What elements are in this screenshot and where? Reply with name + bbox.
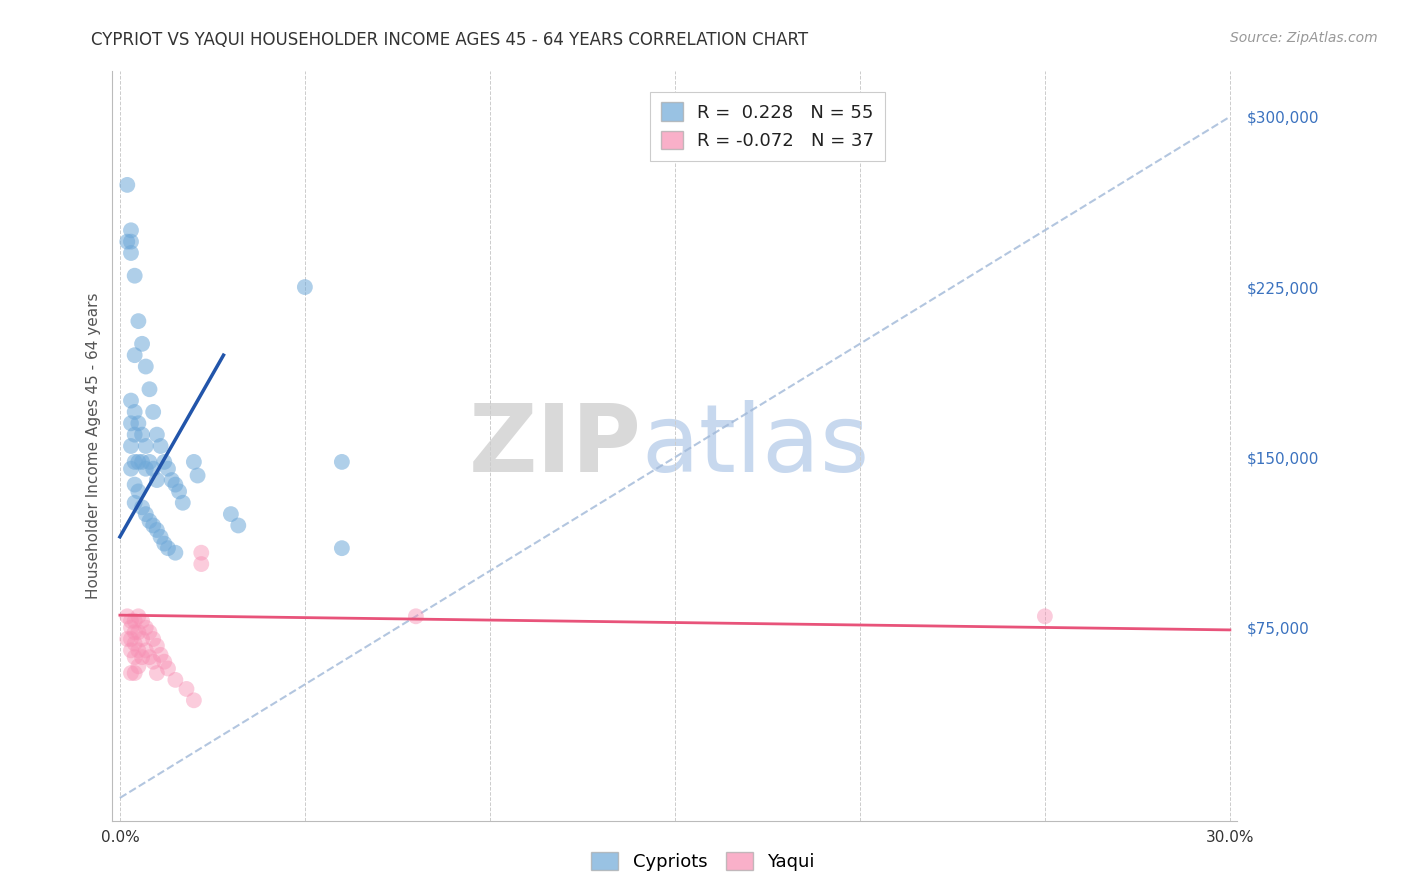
Point bbox=[146, 473, 169, 487]
Point bbox=[124, 455, 146, 469]
Point bbox=[131, 455, 153, 469]
Point bbox=[142, 405, 165, 419]
Point bbox=[120, 246, 142, 260]
Point bbox=[330, 541, 353, 556]
Point bbox=[146, 427, 169, 442]
Point bbox=[120, 614, 142, 628]
Point bbox=[135, 507, 157, 521]
Legend: Cypriots, Yaqui: Cypriots, Yaqui bbox=[583, 845, 823, 879]
Point bbox=[124, 268, 146, 283]
Text: Source: ZipAtlas.com: Source: ZipAtlas.com bbox=[1230, 31, 1378, 45]
Point bbox=[127, 609, 149, 624]
Point bbox=[160, 473, 183, 487]
Point bbox=[156, 461, 179, 475]
Point bbox=[117, 178, 139, 192]
Point bbox=[176, 681, 198, 696]
Point bbox=[120, 223, 142, 237]
Point bbox=[120, 461, 142, 475]
Point bbox=[120, 632, 142, 646]
Point bbox=[156, 541, 179, 556]
Point bbox=[120, 621, 142, 635]
Point bbox=[153, 536, 176, 550]
Point bbox=[117, 632, 139, 646]
Point bbox=[165, 673, 187, 687]
Text: CYPRIOT VS YAQUI HOUSEHOLDER INCOME AGES 45 - 64 YEARS CORRELATION CHART: CYPRIOT VS YAQUI HOUSEHOLDER INCOME AGES… bbox=[91, 31, 808, 49]
Point bbox=[120, 417, 142, 431]
Point bbox=[138, 625, 160, 640]
Point bbox=[127, 484, 149, 499]
Y-axis label: Householder Income Ages 45 - 64 years: Householder Income Ages 45 - 64 years bbox=[86, 293, 101, 599]
Point bbox=[131, 650, 153, 665]
Point bbox=[190, 557, 212, 571]
Point bbox=[146, 639, 169, 653]
Point bbox=[135, 359, 157, 374]
Point bbox=[124, 427, 146, 442]
Point bbox=[187, 468, 209, 483]
Point bbox=[124, 477, 146, 491]
Point bbox=[146, 523, 169, 537]
Text: ZIP: ZIP bbox=[468, 400, 641, 492]
Point bbox=[131, 632, 153, 646]
Point bbox=[117, 609, 139, 624]
Point bbox=[138, 455, 160, 469]
Point bbox=[219, 507, 242, 521]
Point bbox=[124, 666, 146, 681]
Point bbox=[165, 477, 187, 491]
Point bbox=[127, 659, 149, 673]
Point bbox=[226, 518, 249, 533]
Point bbox=[131, 614, 153, 628]
Text: atlas: atlas bbox=[641, 400, 869, 492]
Point bbox=[183, 455, 205, 469]
Point bbox=[149, 439, 172, 453]
Point bbox=[138, 382, 160, 396]
Point bbox=[127, 417, 149, 431]
Point bbox=[135, 621, 157, 635]
Point bbox=[153, 455, 176, 469]
Point bbox=[167, 484, 190, 499]
Point bbox=[124, 636, 146, 650]
Point bbox=[127, 455, 149, 469]
Point bbox=[156, 661, 179, 675]
Point bbox=[120, 643, 142, 657]
Point bbox=[131, 427, 153, 442]
Point bbox=[135, 643, 157, 657]
Point bbox=[1033, 609, 1056, 624]
Point bbox=[135, 439, 157, 453]
Point bbox=[124, 405, 146, 419]
Point bbox=[135, 461, 157, 475]
Point bbox=[149, 530, 172, 544]
Point bbox=[149, 648, 172, 662]
Point bbox=[120, 439, 142, 453]
Point bbox=[117, 235, 139, 249]
Point bbox=[127, 314, 149, 328]
Point bbox=[127, 643, 149, 657]
Point bbox=[131, 500, 153, 515]
Point bbox=[120, 235, 142, 249]
Point bbox=[146, 666, 169, 681]
Point bbox=[165, 546, 187, 560]
Point bbox=[294, 280, 316, 294]
Point bbox=[124, 348, 146, 362]
Point bbox=[330, 455, 353, 469]
Point bbox=[138, 650, 160, 665]
Point bbox=[142, 655, 165, 669]
Point bbox=[124, 625, 146, 640]
Point bbox=[172, 496, 194, 510]
Point bbox=[183, 693, 205, 707]
Point bbox=[190, 546, 212, 560]
Point bbox=[124, 496, 146, 510]
Point bbox=[153, 655, 176, 669]
Point bbox=[131, 336, 153, 351]
Point bbox=[124, 650, 146, 665]
Point bbox=[138, 514, 160, 528]
Point bbox=[124, 614, 146, 628]
Point bbox=[120, 666, 142, 681]
Point bbox=[142, 518, 165, 533]
Point bbox=[127, 625, 149, 640]
Point bbox=[142, 461, 165, 475]
Legend: R =  0.228   N = 55, R = -0.072   N = 37: R = 0.228 N = 55, R = -0.072 N = 37 bbox=[651, 92, 886, 161]
Point bbox=[405, 609, 427, 624]
Point bbox=[120, 393, 142, 408]
Point bbox=[142, 632, 165, 646]
